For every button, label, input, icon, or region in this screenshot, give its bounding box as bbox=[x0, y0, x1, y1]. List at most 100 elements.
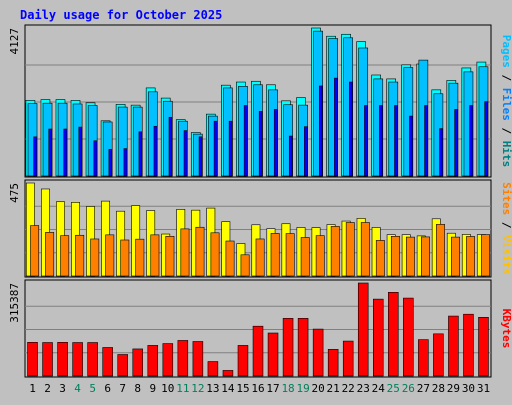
bar-visits-sites-26 bbox=[405, 236, 415, 277]
x-label-24: 24 bbox=[372, 382, 386, 395]
bar-hits-pages-28 bbox=[439, 128, 444, 177]
x-label-2: 2 bbox=[44, 382, 51, 395]
bar-hits-pages-14 bbox=[228, 120, 233, 177]
x-label-20: 20 bbox=[312, 382, 325, 395]
x-label-17: 17 bbox=[266, 382, 279, 395]
bar-kbytes-kbytes-20 bbox=[312, 328, 324, 377]
x-label-7: 7 bbox=[119, 382, 126, 395]
bar-hits-pages-12 bbox=[198, 136, 203, 177]
bar-kbytes-kbytes-10 bbox=[162, 343, 174, 377]
x-label-4: 4 bbox=[74, 382, 81, 395]
series-label-part: Pages bbox=[500, 35, 512, 68]
bar-visits-sites-11 bbox=[180, 228, 190, 277]
bar-visits-sites-7 bbox=[120, 239, 130, 277]
bar-hits-pages-16 bbox=[258, 111, 263, 177]
x-label-1: 1 bbox=[29, 382, 36, 395]
bar-visits-sites-24 bbox=[375, 240, 385, 277]
bar-visits-sites-5 bbox=[90, 238, 100, 277]
x-label-29: 29 bbox=[447, 382, 460, 395]
bar-hits-pages-27 bbox=[424, 105, 429, 177]
x-label-23: 23 bbox=[357, 382, 370, 395]
bar-visits-sites-27 bbox=[421, 236, 430, 277]
bar-hits-pages-7 bbox=[123, 148, 128, 177]
bar-hits-pages-18 bbox=[288, 135, 293, 177]
bar-visits-sites-9 bbox=[150, 234, 160, 277]
x-label-13: 13 bbox=[206, 382, 219, 395]
bar-kbytes-kbytes-5 bbox=[87, 342, 98, 377]
bar-visits-sites-12 bbox=[195, 226, 205, 277]
bar-visits-sites-18 bbox=[285, 233, 295, 277]
y-max-label-hits: 4127 bbox=[8, 28, 21, 55]
y-max-label-visits: 475 bbox=[8, 183, 21, 203]
x-label-3: 3 bbox=[59, 382, 66, 395]
bar-hits-pages-4 bbox=[78, 126, 83, 177]
x-label-19: 19 bbox=[296, 382, 309, 395]
bar-visits-sites-13 bbox=[210, 232, 220, 277]
bar-hits-pages-13 bbox=[213, 120, 218, 177]
bar-hits-pages-5 bbox=[93, 140, 98, 177]
bar-kbytes-kbytes-28 bbox=[433, 333, 444, 377]
bar-hits-pages-31 bbox=[484, 101, 489, 177]
bar-visits-sites-20 bbox=[315, 235, 325, 277]
bar-hits-pages-11 bbox=[183, 130, 188, 177]
bar-kbytes-kbytes-30 bbox=[463, 313, 474, 377]
bar-hits-pages-6 bbox=[108, 149, 113, 177]
x-label-26: 26 bbox=[402, 382, 415, 395]
bar-hits-pages-3 bbox=[63, 128, 68, 177]
panel-hits: 4127 Pages / Files / Hits bbox=[8, 24, 512, 178]
series-label-part: / bbox=[500, 215, 512, 235]
bar-kbytes-kbytes-24 bbox=[372, 298, 384, 377]
bar-hits-pages-2 bbox=[48, 128, 53, 177]
x-label-22: 22 bbox=[342, 382, 355, 395]
bar-kbytes-kbytes-3 bbox=[57, 342, 68, 377]
x-label-25: 25 bbox=[387, 382, 400, 395]
bar-hits-files-7 bbox=[117, 106, 128, 177]
bar-visits-sites-3 bbox=[60, 235, 70, 277]
x-label-8: 8 bbox=[134, 382, 141, 395]
x-label-5: 5 bbox=[89, 382, 96, 395]
bar-visits-sites-17 bbox=[270, 233, 280, 277]
bar-kbytes-kbytes-19 bbox=[297, 318, 309, 377]
bar-hits-pages-20 bbox=[319, 85, 323, 177]
bar-kbytes-kbytes-18 bbox=[282, 318, 294, 377]
bar-kbytes-kbytes-8 bbox=[132, 348, 144, 377]
series-label-part: Hits bbox=[500, 141, 512, 168]
series-label-hits: Pages / Files / Hits bbox=[500, 35, 512, 168]
bar-kbytes-kbytes-26 bbox=[403, 297, 414, 377]
bar-visits-sites-8 bbox=[135, 238, 145, 277]
x-label-9: 9 bbox=[149, 382, 156, 395]
bar-kbytes-kbytes-4 bbox=[72, 342, 83, 377]
bar-hits-pages-29 bbox=[454, 109, 459, 177]
x-label-30: 30 bbox=[462, 382, 475, 395]
bar-visits-sites-2 bbox=[45, 232, 55, 277]
bar-kbytes-kbytes-7 bbox=[117, 354, 128, 377]
bar-kbytes-kbytes-6 bbox=[102, 347, 113, 377]
x-label-10: 10 bbox=[161, 382, 174, 395]
bar-kbytes-kbytes-9 bbox=[147, 345, 159, 377]
series-label-part: / bbox=[500, 121, 512, 141]
series-label-kbytes: KBytes bbox=[500, 309, 512, 349]
y-max-label-kbytes: 315387 bbox=[8, 283, 21, 323]
bar-visits-sites-4 bbox=[75, 234, 85, 277]
x-label-18: 18 bbox=[281, 382, 294, 395]
panel-visits: 475 Sites / Visits bbox=[8, 179, 512, 278]
bar-visits-sites-21 bbox=[330, 226, 340, 277]
bar-visits-sites-28 bbox=[436, 224, 445, 277]
bar-kbytes-kbytes-21 bbox=[327, 349, 339, 377]
bar-hits-pages-15 bbox=[243, 105, 248, 177]
bar-hits-pages-19 bbox=[303, 126, 308, 177]
bar-visits-sites-30 bbox=[466, 236, 475, 277]
x-label-28: 28 bbox=[432, 382, 445, 395]
series-label-visits: Sites / Visits bbox=[500, 182, 512, 275]
bar-hits-pages-17 bbox=[273, 109, 278, 177]
x-label-11: 11 bbox=[176, 382, 189, 395]
bar-kbytes-kbytes-25 bbox=[388, 291, 399, 377]
bar-kbytes-kbytes-14 bbox=[222, 370, 234, 377]
bar-hits-pages-24 bbox=[379, 105, 383, 177]
bar-visits-sites-22 bbox=[345, 222, 355, 277]
bar-hits-pages-30 bbox=[469, 105, 474, 177]
bar-kbytes-kbytes-22 bbox=[342, 340, 354, 377]
bar-kbytes-kbytes-1 bbox=[27, 342, 38, 377]
